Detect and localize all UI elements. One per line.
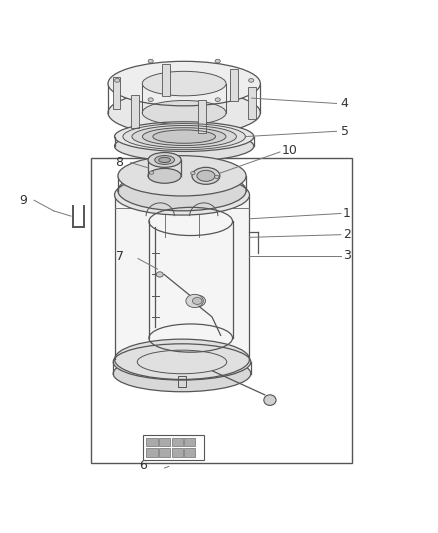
Ellipse shape <box>159 157 170 163</box>
Text: 6: 6 <box>139 459 147 472</box>
Bar <box>178 376 186 387</box>
Ellipse shape <box>108 61 260 106</box>
Bar <box>159 448 170 457</box>
Ellipse shape <box>142 101 226 125</box>
Ellipse shape <box>156 272 163 277</box>
Bar <box>172 448 183 457</box>
Polygon shape <box>115 195 250 359</box>
Bar <box>146 438 158 446</box>
Text: 10: 10 <box>282 144 298 157</box>
Ellipse shape <box>108 91 260 135</box>
Ellipse shape <box>149 171 154 174</box>
Bar <box>184 438 195 446</box>
Text: 2: 2 <box>343 228 351 241</box>
Text: 4: 4 <box>341 97 349 110</box>
Bar <box>230 69 238 101</box>
Bar <box>184 448 195 457</box>
Text: 8: 8 <box>116 156 124 169</box>
Bar <box>162 64 170 96</box>
Text: 7: 7 <box>116 251 124 263</box>
Ellipse shape <box>192 297 202 304</box>
Ellipse shape <box>115 339 250 379</box>
Ellipse shape <box>215 175 219 179</box>
Ellipse shape <box>192 167 220 184</box>
Ellipse shape <box>115 78 120 82</box>
Ellipse shape <box>191 172 195 175</box>
Ellipse shape <box>148 59 153 63</box>
Ellipse shape <box>215 98 220 101</box>
Ellipse shape <box>148 98 153 101</box>
Ellipse shape <box>118 156 246 196</box>
Bar <box>131 95 138 128</box>
Ellipse shape <box>113 344 251 380</box>
Ellipse shape <box>215 59 220 63</box>
Ellipse shape <box>132 125 237 148</box>
Ellipse shape <box>249 78 254 82</box>
Bar <box>198 100 206 133</box>
Ellipse shape <box>115 175 250 215</box>
Ellipse shape <box>189 295 205 307</box>
Bar <box>172 438 183 446</box>
Text: 5: 5 <box>341 125 349 138</box>
Bar <box>248 87 256 119</box>
Ellipse shape <box>148 168 181 183</box>
Ellipse shape <box>264 395 276 406</box>
Ellipse shape <box>118 171 246 211</box>
Bar <box>91 158 352 463</box>
Ellipse shape <box>123 124 245 150</box>
Ellipse shape <box>153 130 215 143</box>
Text: 3: 3 <box>343 249 351 262</box>
Ellipse shape <box>186 294 203 308</box>
Ellipse shape <box>197 171 215 181</box>
Ellipse shape <box>113 356 251 392</box>
Ellipse shape <box>155 156 174 164</box>
Ellipse shape <box>115 122 254 151</box>
Bar <box>113 77 120 109</box>
Bar <box>143 434 204 460</box>
Text: 1: 1 <box>343 207 351 220</box>
Ellipse shape <box>148 152 181 167</box>
Bar <box>146 448 158 457</box>
Ellipse shape <box>115 131 254 161</box>
Bar <box>159 438 170 446</box>
Ellipse shape <box>142 71 226 96</box>
Text: 9: 9 <box>20 193 28 207</box>
Ellipse shape <box>142 128 226 146</box>
